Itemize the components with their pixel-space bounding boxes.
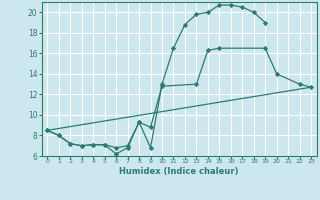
X-axis label: Humidex (Indice chaleur): Humidex (Indice chaleur) [119, 167, 239, 176]
